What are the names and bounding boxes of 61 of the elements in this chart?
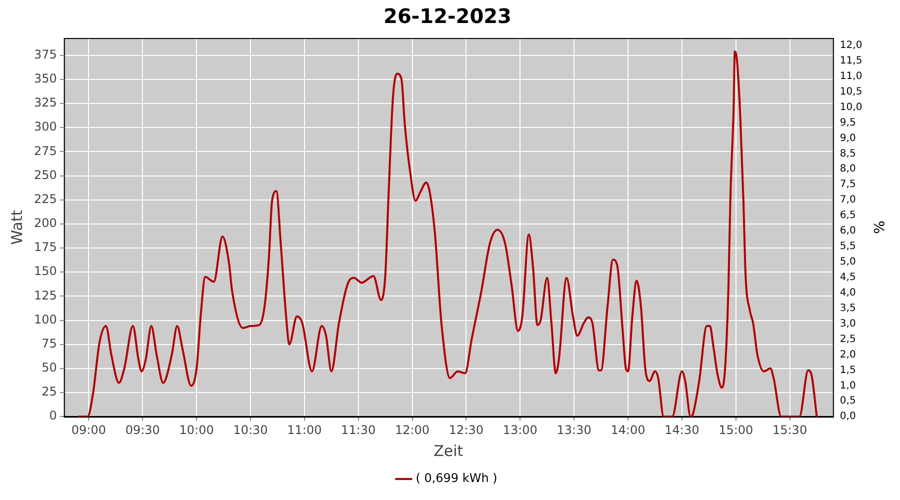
- y2-tick-label: 3,5: [840, 302, 856, 314]
- y2-tick-label: 5,5: [840, 241, 856, 252]
- y-tick-label: 100: [34, 312, 57, 326]
- y-axis-title: Watt: [8, 210, 26, 245]
- y-tick-label: 350: [34, 72, 57, 86]
- chart-title: 26-12-2023: [384, 4, 512, 28]
- x-tick-label: 12:00: [394, 422, 430, 437]
- y-tick-label: 300: [34, 120, 57, 134]
- y-tick-label: 25: [42, 384, 57, 399]
- x-tick-label: 11:00: [287, 422, 322, 437]
- y-tick-label: 275: [34, 144, 57, 158]
- x-tick-label: 13:00: [502, 422, 538, 437]
- y2-tick-label: 9,5: [840, 117, 856, 128]
- y-tick-label: 225: [34, 192, 57, 206]
- y2-tick-label: 3,0: [840, 318, 856, 330]
- x-tick-label: 15:00: [718, 422, 754, 437]
- x-tick-label: 12:30: [448, 422, 484, 437]
- y-tick-label: 175: [34, 240, 57, 254]
- y2-tick-label: 0,5: [840, 396, 856, 407]
- y2-tick-label: 6,0: [840, 226, 856, 237]
- y2-tick-label: 5,0: [840, 256, 856, 268]
- y2-axis-title: %: [870, 220, 886, 234]
- y2-tick-label: 0,0: [840, 411, 856, 422]
- y2-tick-label: 1,0: [840, 380, 856, 392]
- x-axis-title: Zeit: [434, 442, 464, 460]
- y-tick-label: 250: [34, 168, 57, 182]
- x-tick-label: 09:30: [125, 422, 160, 437]
- y2-tick-label: 11,0: [840, 70, 862, 82]
- legend-label: ( 0,699 kWh ): [416, 471, 498, 486]
- x-tick-label: 11:30: [341, 422, 376, 437]
- y2-tick-label: 10,0: [840, 102, 862, 113]
- y2-tick-label: 11,5: [840, 55, 862, 66]
- y2-tick-label: 9,0: [840, 132, 856, 144]
- y-tick-label: 375: [34, 47, 57, 62]
- y-tick-label: 150: [34, 264, 57, 278]
- y-tick-label: 75: [42, 336, 57, 350]
- y2-tick-label: 7,5: [840, 179, 856, 190]
- y2-tick-label: 6,5: [840, 210, 856, 222]
- x-tick-label: 14:30: [664, 422, 700, 437]
- y-tick-label: 125: [34, 288, 57, 302]
- y2-tick-label: 12,0: [840, 40, 862, 52]
- y2-tick-label: 4,0: [840, 287, 856, 298]
- y2-tick-label: 2,5: [840, 334, 856, 345]
- y2-tick-label: 8,5: [840, 148, 856, 160]
- y-tick-label: 50: [42, 360, 57, 375]
- x-tick-label: 14:00: [610, 422, 646, 437]
- x-tick-label: 15:30: [772, 422, 808, 437]
- x-tick-label: 10:00: [179, 422, 214, 437]
- y2-tick-label: 4,5: [840, 272, 856, 284]
- line-series: [76, 50, 818, 417]
- x-tick-label: 10:30: [233, 422, 268, 437]
- y-tick-label: 325: [34, 96, 57, 110]
- y2-tick-label: 8,0: [840, 164, 856, 175]
- y2-tick-label: 7,0: [840, 194, 856, 206]
- y2-tick-label: 2,0: [840, 349, 856, 360]
- x-tick-label: 09:00: [71, 422, 106, 437]
- y2-tick-label: 10,5: [840, 86, 862, 98]
- y-tick-label: 0: [49, 408, 57, 423]
- x-tick-label: 13:30: [556, 422, 592, 437]
- y-tick-label: 200: [34, 216, 57, 230]
- y2-tick-label: 1,5: [840, 364, 856, 376]
